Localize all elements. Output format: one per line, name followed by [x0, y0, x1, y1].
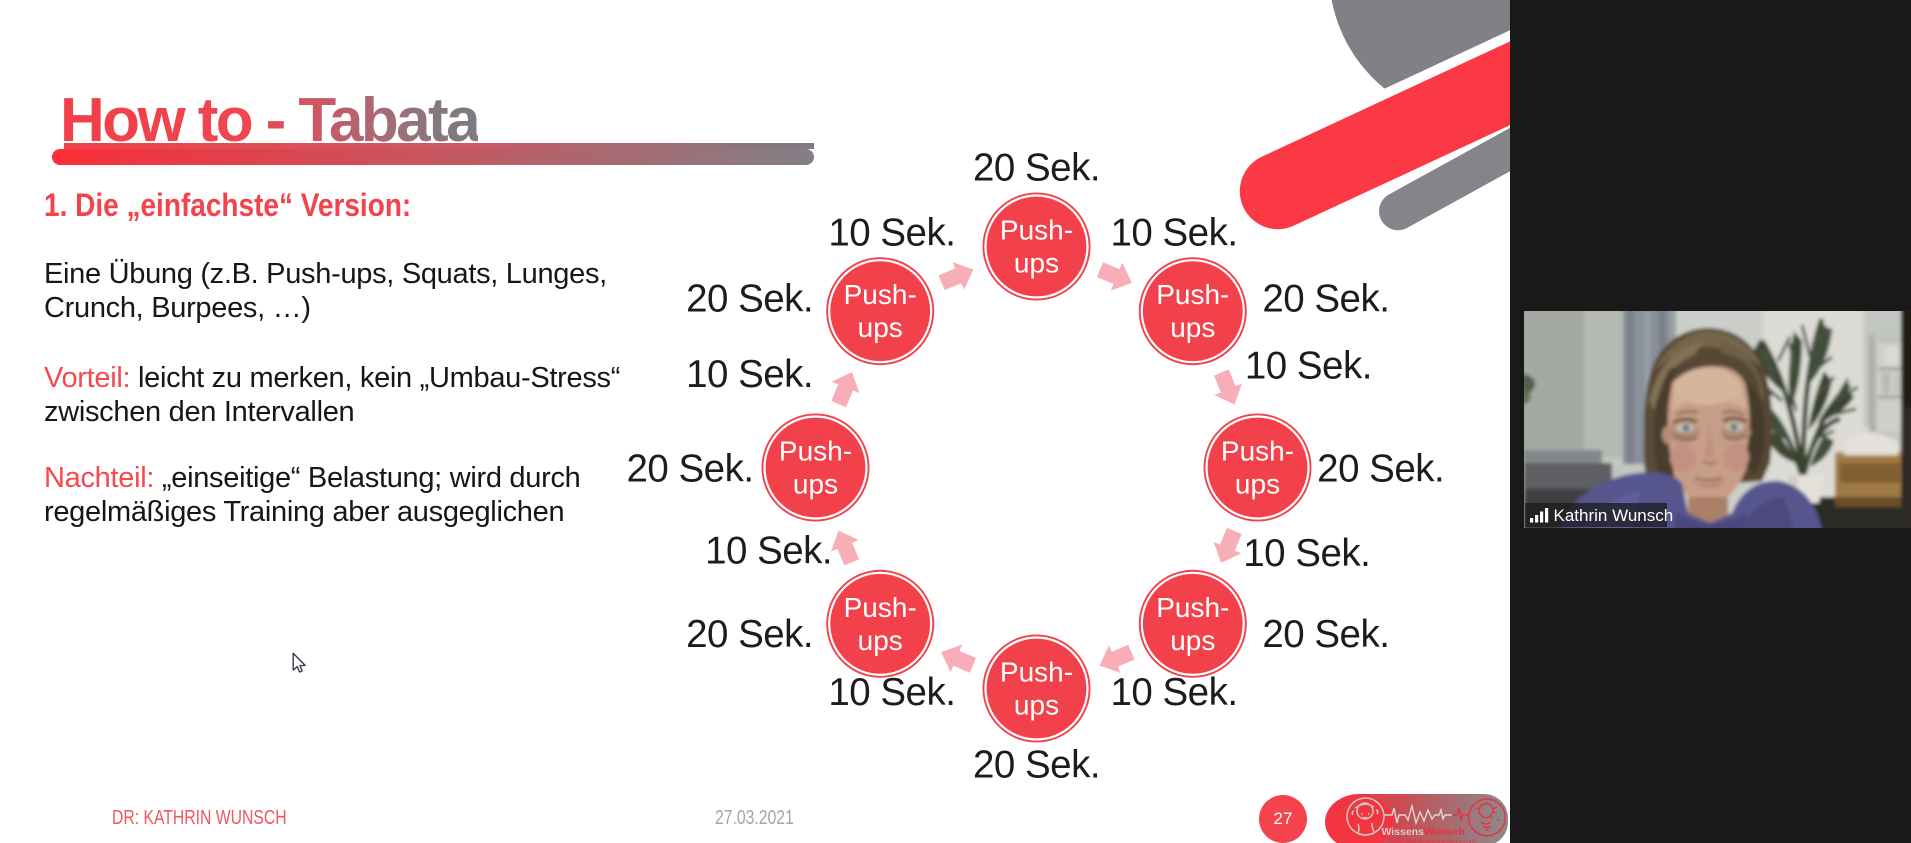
svg-text:20 Sek.: 20 Sek.: [686, 278, 813, 321]
svg-text:20 Sek.: 20 Sek.: [973, 743, 1100, 786]
svg-text:20 Sek.: 20 Sek.: [686, 613, 813, 656]
svg-text:10 Sek.: 10 Sek.: [686, 353, 813, 396]
svg-text:Sport- und bewegungswissensch.: Sport- und bewegungswissensch.: [1388, 840, 1478, 843]
svg-text:10 Sek.: 10 Sek.: [1110, 671, 1237, 714]
svg-text:10 Sek.: 10 Sek.: [705, 530, 832, 573]
svg-text:20 Sek.: 20 Sek.: [626, 448, 753, 491]
svg-text:10 Sek.: 10 Sek.: [828, 212, 955, 255]
svg-text:Wissens: Wissens: [1381, 826, 1424, 838]
svg-text:Wunsch: Wunsch: [1424, 826, 1465, 838]
svg-text:20 Sek.: 20 Sek.: [1317, 448, 1444, 491]
svg-text:10 Sek.: 10 Sek.: [1243, 532, 1370, 575]
svg-text:20 Sek.: 20 Sek.: [1262, 613, 1389, 656]
svg-text:10 Sek.: 10 Sek.: [1110, 212, 1237, 255]
svg-text:20 Sek.: 20 Sek.: [1262, 278, 1389, 321]
svg-text:10 Sek.: 10 Sek.: [828, 671, 955, 714]
svg-text:20 Sek.: 20 Sek.: [973, 146, 1100, 189]
svg-text:10 Sek.: 10 Sek.: [1245, 344, 1372, 387]
